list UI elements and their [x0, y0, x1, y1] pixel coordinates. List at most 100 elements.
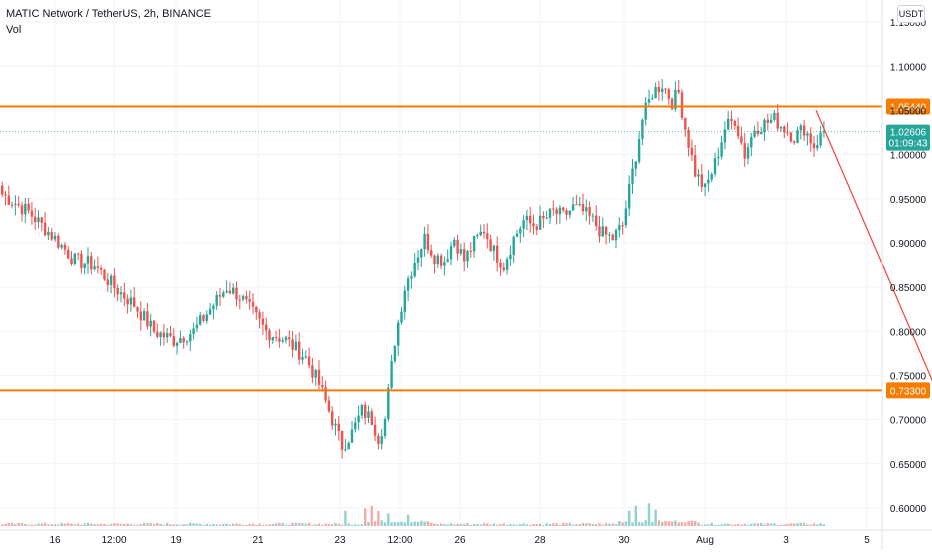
candle-body	[400, 311, 403, 323]
volume-bar	[294, 522, 298, 526]
volume-bar	[601, 524, 604, 526]
volume-bar	[634, 505, 637, 526]
volume-bar	[763, 524, 766, 526]
volume-bar	[129, 524, 133, 526]
candle-body	[162, 332, 166, 338]
candle-body	[294, 341, 298, 350]
candle-body	[657, 86, 661, 93]
volume-bar	[760, 522, 763, 526]
candle-body	[215, 294, 218, 306]
candle-body	[641, 119, 644, 139]
candle-body	[796, 130, 799, 143]
candle-body	[50, 231, 53, 240]
candle-body	[538, 215, 542, 230]
grid	[0, 0, 882, 530]
candle-body	[677, 89, 680, 93]
candle-body	[169, 333, 172, 337]
volume-indicator-label[interactable]: Vol	[6, 24, 22, 36]
candle-body	[727, 118, 730, 130]
currency-button[interactable]: USDT	[897, 5, 925, 23]
volume-bar	[245, 524, 248, 526]
candle-body	[218, 294, 222, 297]
candle-body	[793, 141, 796, 143]
volume-bar	[337, 523, 340, 526]
volume-bar	[753, 523, 756, 526]
volume-bar	[519, 523, 522, 526]
candle-body	[37, 217, 40, 223]
candle-body	[14, 204, 17, 206]
y-tick-label: 0.75000	[890, 371, 927, 382]
volume-bar	[420, 520, 423, 526]
candle-body	[479, 231, 482, 236]
volume-bar	[512, 524, 515, 526]
volume-bar	[446, 524, 449, 526]
candle-body	[568, 210, 571, 215]
candle-body	[456, 239, 459, 254]
volume-bar	[469, 524, 472, 526]
last-price-tag	[886, 124, 930, 151]
volume-bar	[189, 522, 192, 526]
volume-bar	[83, 523, 86, 526]
volume-bar	[340, 524, 344, 526]
candle-body	[255, 306, 258, 313]
x-tick-label: 3	[783, 535, 789, 546]
candle-body	[57, 235, 60, 248]
volume-bar	[271, 524, 274, 526]
volume-bar	[225, 523, 228, 526]
candle-body	[146, 311, 149, 327]
candle-body	[816, 145, 819, 149]
candle-body	[674, 89, 677, 110]
volume-bar	[647, 503, 651, 526]
candle-body	[420, 249, 423, 258]
volume-bar	[472, 523, 476, 526]
candle-body	[591, 215, 595, 217]
volume-bar	[113, 523, 116, 526]
volume-bar	[789, 523, 793, 526]
candle-body	[492, 245, 496, 252]
candle-body	[773, 112, 776, 120]
candle-body	[24, 203, 27, 215]
candle-body	[364, 404, 367, 418]
candle-body	[271, 336, 274, 341]
volume-bar	[571, 524, 575, 526]
volume-bar	[433, 523, 436, 526]
candle-body	[60, 244, 63, 248]
candle-body	[307, 356, 311, 366]
candle-body	[258, 312, 261, 319]
candle-body	[354, 422, 357, 430]
candle-body	[760, 132, 763, 135]
volume-bar	[139, 524, 142, 526]
volume-bar	[123, 523, 126, 526]
volume-bar	[238, 523, 241, 526]
candle-body	[680, 92, 684, 118]
volume-bar	[241, 524, 245, 526]
volume-bar	[235, 523, 238, 526]
volume-bar	[321, 524, 324, 526]
volume-bar	[27, 524, 30, 526]
candle-body	[637, 138, 641, 162]
candle-body	[314, 369, 317, 378]
volume-bar	[17, 522, 20, 526]
candle-body	[27, 203, 30, 211]
candle-body	[70, 258, 73, 265]
volume-bar	[7, 522, 10, 526]
candle-body	[545, 217, 548, 219]
candle-body	[113, 275, 116, 288]
volume-bar	[387, 513, 390, 526]
volume-bar	[364, 508, 367, 526]
candle-body	[604, 226, 608, 235]
candle-body	[720, 142, 723, 157]
volume-bar	[816, 524, 819, 526]
candle-body	[515, 233, 519, 237]
volume-bar	[373, 521, 377, 526]
forecast-arrow[interactable]	[815, 110, 932, 402]
candle-body	[776, 112, 779, 129]
candle-body	[281, 340, 284, 342]
candle-body	[317, 369, 321, 385]
volume-bar	[406, 514, 410, 526]
candle-body	[535, 226, 538, 230]
candle-body	[47, 231, 50, 236]
candle-body	[159, 332, 162, 337]
